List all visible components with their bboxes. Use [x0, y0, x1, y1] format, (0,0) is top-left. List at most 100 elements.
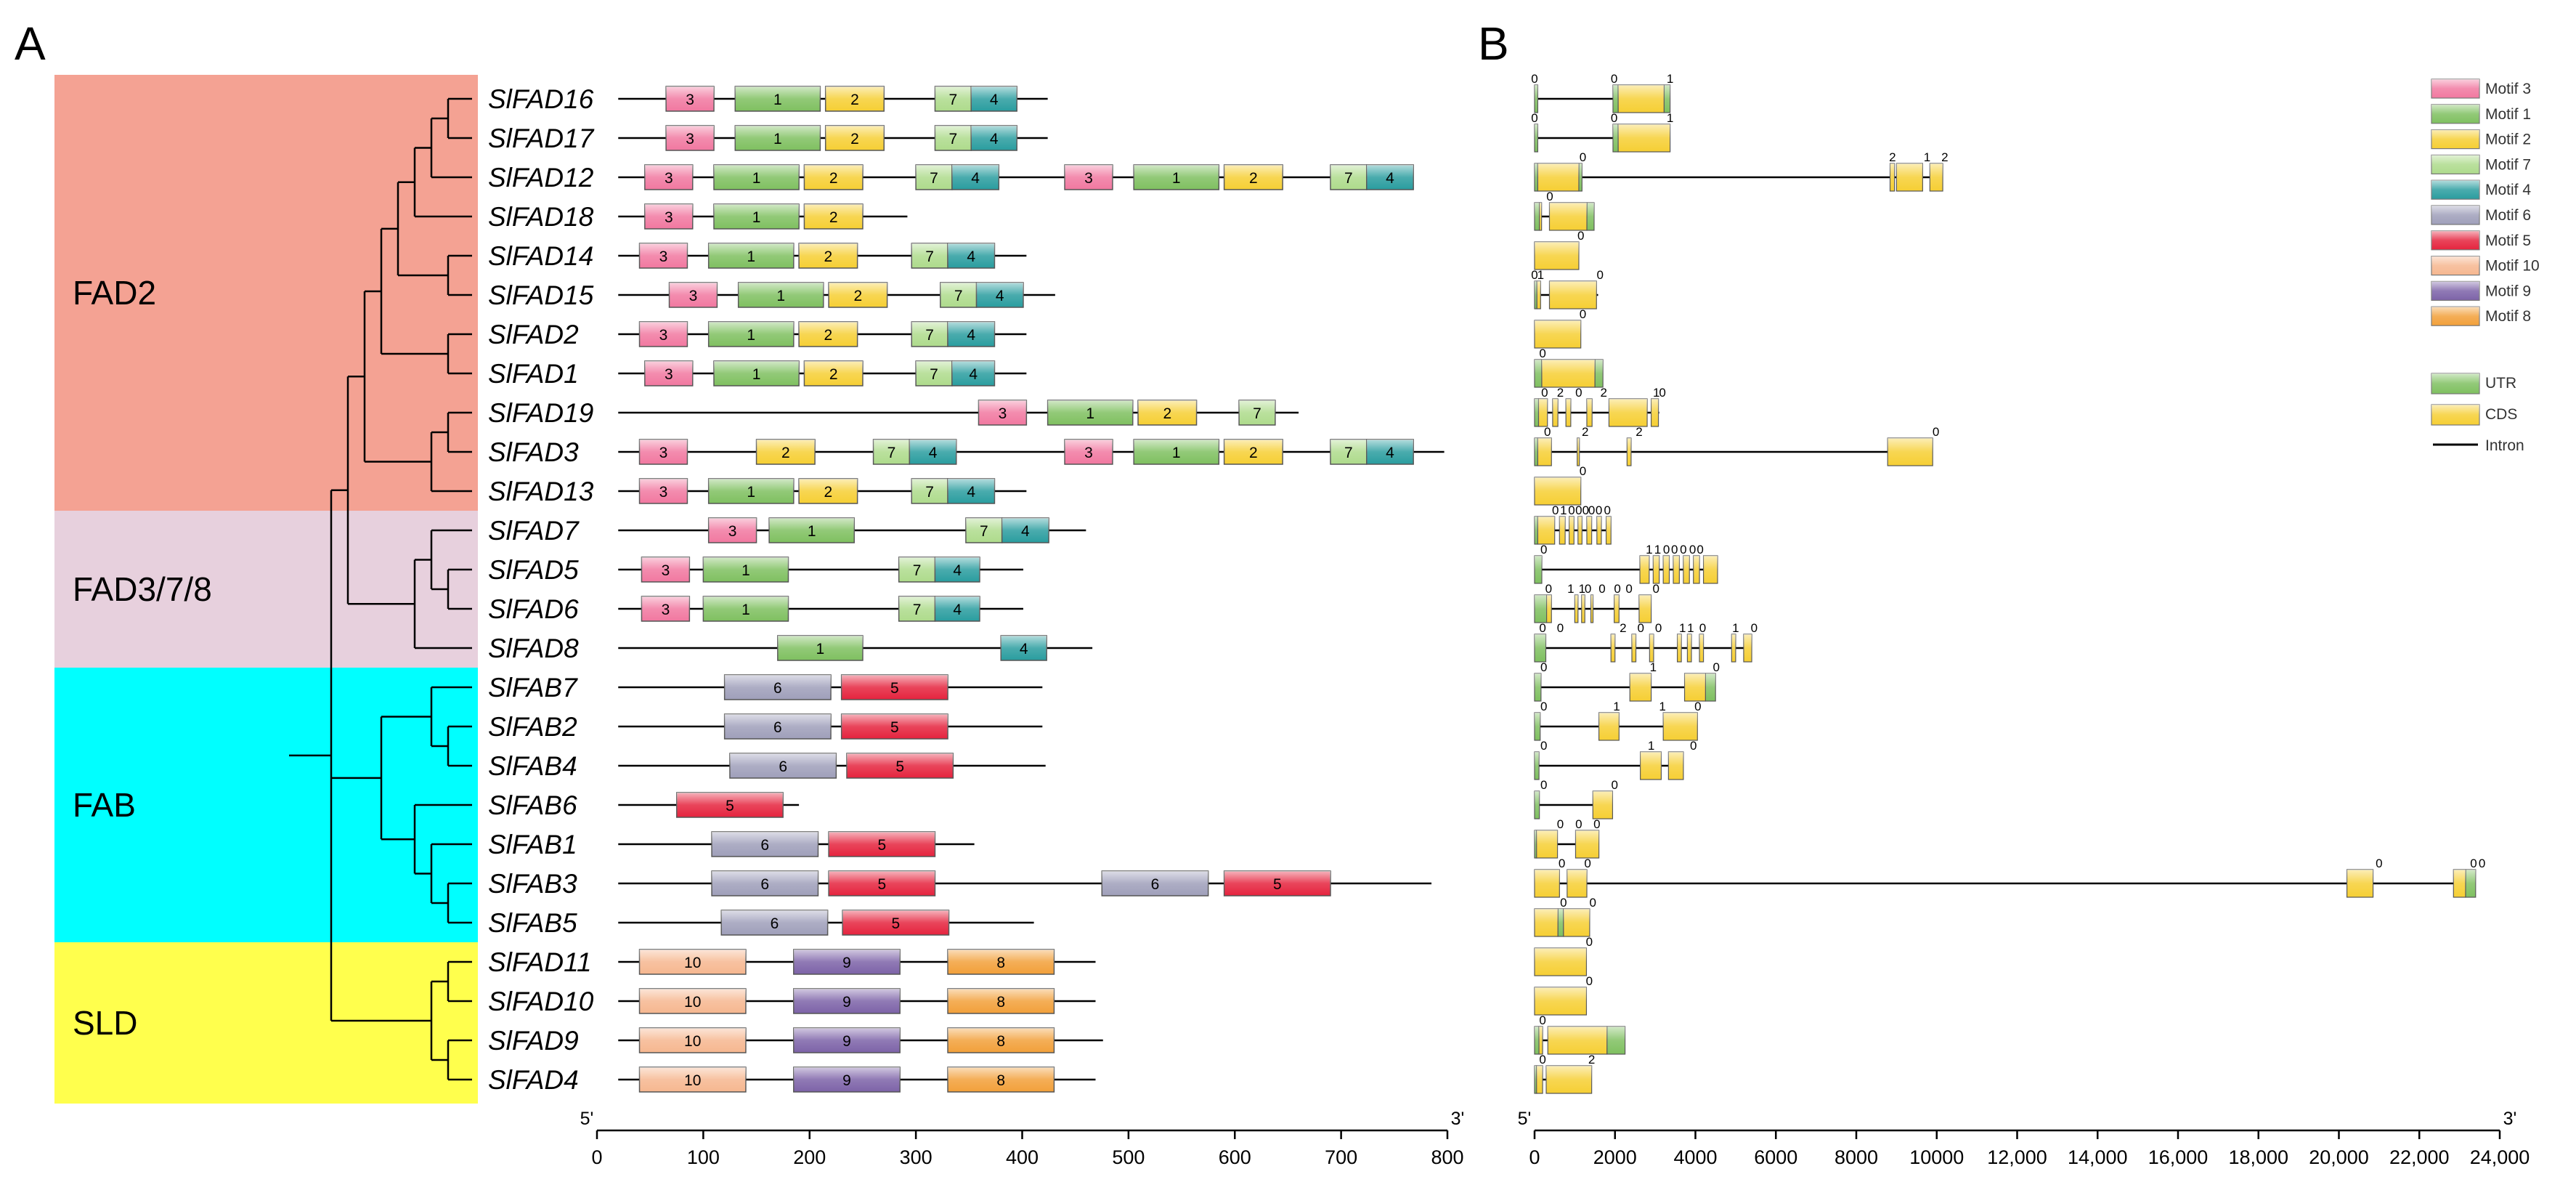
motif-number: 2 [1163, 405, 1171, 422]
intron-phase-label: 2 [1636, 425, 1642, 439]
intron-phase-label: 0 [1597, 268, 1604, 282]
cds-sheen [1546, 595, 1552, 623]
cds-sheen [1699, 634, 1704, 662]
gene-structure-row: 0 [1534, 307, 1586, 349]
motif-row: 10 9 8 [618, 949, 1096, 975]
motif-row: 3 1 2 7 4 [618, 86, 1048, 112]
utr-sheen [1535, 360, 1542, 387]
motif-box-sheen [777, 636, 863, 660]
motif-box-sheen [729, 753, 837, 778]
gene-label: SlFAD8 [488, 634, 579, 663]
motif-number: 8 [996, 1072, 1005, 1089]
intron-phase-label: 2 [1588, 1053, 1595, 1066]
utr-sheen [1535, 595, 1547, 623]
motif-2-box: 2 [803, 203, 864, 230]
utr-sheen [1578, 163, 1582, 191]
cds-sheen [1535, 870, 1560, 897]
motif-box-sheen [639, 440, 688, 464]
motif-row: 3 1 2 7 4 [618, 360, 1027, 386]
motif-5-box: 5 [676, 792, 784, 818]
motif-number: 2 [850, 92, 859, 108]
intron-phase-label: 1 [1667, 72, 1673, 86]
utr-sheen [1535, 1027, 1540, 1054]
motif-number: 5 [890, 680, 899, 697]
motif-9-box: 9 [793, 949, 901, 975]
cds-sheen [1930, 163, 1943, 191]
motif-number: 3 [662, 562, 670, 579]
motif-number: 10 [684, 1072, 701, 1089]
motif-box-sheen [948, 322, 995, 347]
motif-7-box: 7 [1330, 164, 1368, 190]
motif-row: 10 9 8 [618, 988, 1096, 1014]
motif-box-sheen [1224, 440, 1283, 464]
motif-box-sheen [948, 479, 995, 503]
intron-phase-label: 0 [1568, 503, 1575, 517]
motif-row: 3 1 2 [618, 203, 908, 230]
motif-number: 2 [1249, 170, 1258, 187]
motif-legend-sheen [2431, 155, 2479, 174]
intron-phase-label: 0 [1584, 857, 1590, 870]
motif-legend-sheen [2431, 79, 2479, 98]
gene-label: SlFAD7 [488, 516, 580, 546]
motif-3-box: 3 [638, 478, 688, 504]
motif-axis-tick-label: 300 [900, 1146, 933, 1168]
motif-box-sheen [948, 243, 995, 268]
gene-label: SlFAD10 [488, 987, 594, 1016]
motif-number: 10 [684, 1033, 701, 1050]
motif-box-sheen [948, 989, 1055, 1013]
gene-legend-sheen [2431, 405, 2479, 425]
motif-box-sheen [935, 126, 972, 150]
motif-box-sheen [1224, 165, 1283, 190]
panel-label-b: B [1478, 17, 1509, 70]
motif-box-sheen [639, 1028, 746, 1053]
motif-row: 3 1 7 4 [618, 556, 1023, 583]
utr-sheen [1558, 909, 1564, 936]
cds-sheen [1614, 595, 1620, 623]
intron-phase-label: 0 [1540, 660, 1547, 674]
motif-number: 3 [665, 170, 673, 187]
intron-phase-label: 1 [1659, 700, 1665, 713]
utr-sheen [1606, 1027, 1625, 1054]
motif-9-box: 9 [793, 988, 901, 1014]
motif-number: 1 [1172, 445, 1181, 461]
intron-phase-label: 2 [1889, 150, 1896, 164]
intron-phase-label: 0 [1539, 1013, 1545, 1027]
intron-phase-label: 0 [1559, 857, 1565, 870]
motif-1-box: 1 [713, 203, 800, 230]
cds-sheen [1535, 320, 1581, 348]
intron-phase-label: 0 [1655, 621, 1662, 635]
band-fad378 [54, 511, 478, 668]
cds-sheen [1649, 634, 1654, 662]
motif-box-sheen [639, 989, 746, 1013]
gene-legend-label: Intron [2485, 437, 2524, 454]
motif-axis-tick-label: 500 [1112, 1146, 1145, 1168]
intron-phase-label: 0 [1544, 425, 1551, 439]
intron-phase-label: 0 [1545, 582, 1552, 596]
cds-sheen [1536, 830, 1558, 858]
motif-7-box: 7 [898, 596, 936, 622]
motif-box-sheen [1239, 400, 1275, 425]
subfamily-bands: FAD2 FAD3/7/8 FAB SLD [54, 75, 478, 1104]
panel-label-a: A [15, 17, 46, 70]
utr-sheen [1612, 85, 1619, 113]
cds-sheen [1539, 1027, 1543, 1054]
motif-box-sheen [1330, 165, 1367, 190]
motif-row: 3 1 2 7 4 3 1 2 7 4 [618, 164, 1414, 190]
gene-axis-tick-label: 16,000 [2148, 1146, 2209, 1168]
motif-1-box: 1 [1133, 439, 1220, 465]
motif-number: 3 [728, 523, 737, 540]
motif-1-box: 1 [713, 164, 800, 190]
cds-sheen [1606, 517, 1612, 544]
intron-phase-label: 0 [1575, 503, 1582, 517]
motif-number: 1 [747, 327, 755, 344]
motif-axis-tick-label: 0 [591, 1146, 602, 1168]
motif-box-sheen [976, 283, 1023, 307]
motif-number: 3 [999, 405, 1007, 422]
motif-number: 1 [808, 523, 816, 540]
motif-number: 3 [665, 209, 673, 226]
